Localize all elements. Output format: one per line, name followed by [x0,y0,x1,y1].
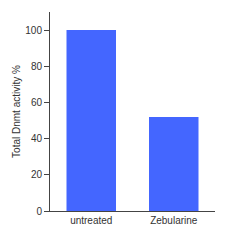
svg-text:40: 40 [31,133,43,144]
svg-text:20: 20 [31,169,43,180]
svg-text:Zebularine: Zebularine [150,215,198,226]
svg-text:untreated: untreated [70,215,112,226]
svg-text:0: 0 [36,206,42,217]
svg-text:100: 100 [25,25,42,36]
svg-text:Total Dnmt activity %: Total Dnmt activity % [11,65,22,158]
svg-text:80: 80 [31,61,43,72]
svg-text:60: 60 [31,97,43,108]
